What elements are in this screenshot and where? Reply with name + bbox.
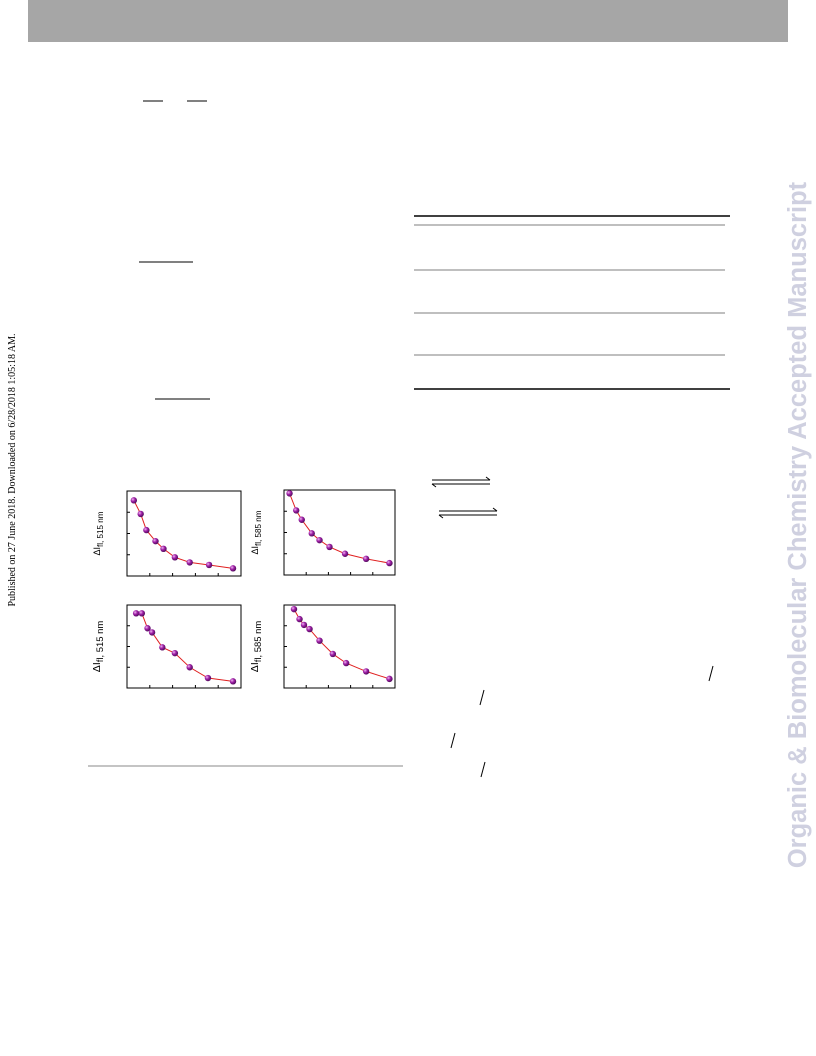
data-point: [316, 536, 323, 544]
data-point: [152, 537, 159, 545]
data-point: [316, 637, 323, 644]
data-point: [306, 625, 313, 633]
data-point: [293, 507, 300, 514]
data-point: [204, 674, 212, 682]
header-bar: [28, 0, 788, 42]
plot-frame: [126, 490, 242, 577]
data-point: [286, 490, 293, 497]
y-label-main: ΔI: [249, 662, 261, 672]
data-point: [159, 644, 166, 651]
data-point: [138, 610, 146, 617]
data-point: [132, 610, 140, 617]
data-point: [386, 559, 393, 567]
fit-curve: [136, 612, 234, 682]
data-point: [171, 554, 179, 561]
data-point: [130, 497, 138, 504]
slashes: [450, 665, 714, 778]
data-point: [326, 543, 333, 551]
y-label-main: ΔI: [91, 662, 103, 672]
download-note: Published on 27 June 2018. Downloaded on…: [7, 333, 18, 606]
y-label-sub: fl, 585 nm: [254, 510, 263, 546]
plot-frame: [126, 604, 242, 689]
fit-curve: [293, 608, 390, 680]
y-label-sub: fl, 585 nm: [253, 621, 264, 663]
plot: ΔIfl, 515 nm: [92, 490, 242, 577]
y-label-main: ΔI: [250, 546, 260, 555]
data-point: [300, 621, 308, 629]
plot-frame: [283, 489, 396, 576]
data-point: [341, 550, 349, 557]
y-axis-label: ΔIfl, 515 nm: [92, 511, 105, 555]
plot: ΔIfl, 515 nm: [91, 604, 242, 689]
y-label-main: ΔI: [92, 547, 102, 556]
y-axis-label: ΔIfl, 515 nm: [91, 621, 106, 673]
data-point: [290, 605, 298, 613]
data-point: [362, 668, 370, 675]
watermark: Organic & Biomolecular Chemistry Accepte…: [784, 181, 812, 868]
data-point: [342, 659, 350, 667]
data-point: [186, 559, 193, 566]
y-axis-label: ΔIfl, 585 nm: [249, 621, 264, 673]
plot: ΔIfl, 585 nm: [249, 604, 396, 689]
data-point: [137, 510, 144, 518]
data-point: [143, 526, 150, 534]
fit-curve: [289, 493, 390, 564]
data-point: [160, 545, 167, 552]
data-point: [308, 530, 315, 537]
data-point: [186, 664, 193, 671]
y-label-sub: fl, 515 nm: [95, 621, 106, 663]
data-point: [148, 629, 156, 636]
data-point: [229, 678, 237, 685]
data-point: [329, 650, 337, 658]
data-point: [171, 649, 179, 657]
data-point: [229, 565, 237, 572]
data-point: [298, 516, 305, 523]
fit-curve: [133, 500, 234, 569]
data-point: [296, 615, 303, 623]
data-point: [362, 555, 370, 563]
data-point: [205, 561, 213, 569]
equilibrium-arrows: [431, 476, 498, 519]
plot: ΔIfl, 585 nm: [250, 489, 396, 576]
y-label-sub: fl, 515 nm: [96, 511, 105, 547]
data-point: [386, 675, 393, 683]
y-axis-label: ΔIfl, 585 nm: [250, 510, 263, 554]
data-point: [144, 625, 151, 632]
